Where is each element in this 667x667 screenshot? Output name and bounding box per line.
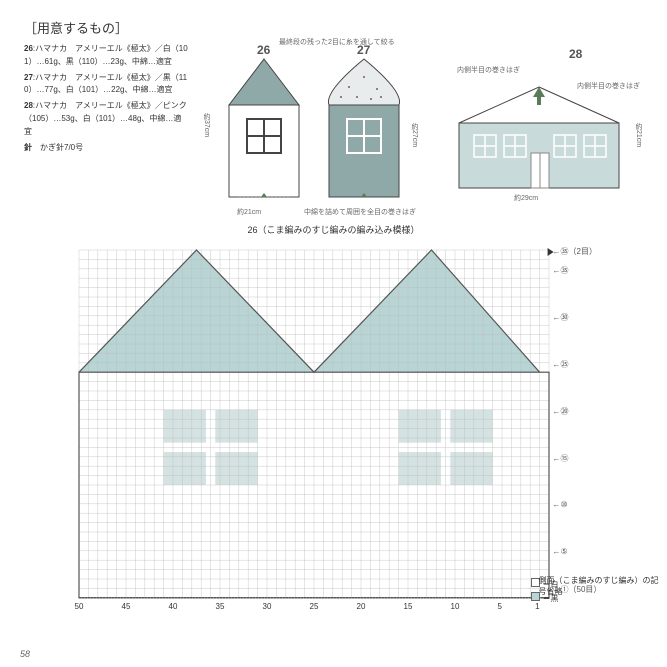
x-tick: 25 xyxy=(310,602,319,611)
y-row: ←⑤ xyxy=(553,547,568,556)
house-28-num: 28 xyxy=(569,47,582,61)
y-row: ←㉕ xyxy=(553,359,569,370)
section-header: ［用意するもの］ xyxy=(24,18,643,37)
top-row: 26:ハマナカ アメリーエル《極太》／白（101）…61g、黒（110）…23g… xyxy=(24,43,643,213)
h26-width: 約21cm xyxy=(237,207,261,217)
mat-26-num: 26 xyxy=(24,44,33,53)
mat-28-num: 28 xyxy=(24,101,33,110)
y-row: ←⑮ xyxy=(553,453,569,464)
x-tick: 5 xyxy=(498,602,502,611)
mat-27-text: ハマナカ アメリーエル《極太》／黒（110）…77g、白（101）…22g、中綿… xyxy=(24,73,187,95)
y-row: ←㉟（2目） xyxy=(553,246,597,257)
h27-note: 中綿を詰めて周囲を全目の巻きはぎ xyxy=(304,207,416,217)
y-row: ←㉟ xyxy=(553,265,569,276)
chart-title: 26（こま編みのすじ編みの編み込み模様） xyxy=(24,223,643,236)
house-28-svg xyxy=(449,83,629,203)
x-tick: 40 xyxy=(169,602,178,611)
x-tick: 10 xyxy=(451,602,460,611)
h28-width: 約29cm xyxy=(514,193,538,203)
house-diagrams: 最終段の残った2目に糸を通して絞る 26 約37cm 約21cm 27 xyxy=(209,43,643,213)
x-tick: 50 xyxy=(75,602,84,611)
h28-height: 約21cm xyxy=(633,123,643,147)
chart-grid xyxy=(49,240,579,628)
y-row: ←⑩ xyxy=(553,500,568,509)
x-tick: 30 xyxy=(263,602,272,611)
h28-note-l: 内側半目の巻きはぎ xyxy=(457,65,520,75)
x-tick: 20 xyxy=(357,602,366,611)
mat-28-text: ハマナカ アメリーエル《極太》／ピンク（105）…53g、白（101）…48g、… xyxy=(24,101,187,136)
legend-note: 側面（こま編みのすじ編み）の記号省略 xyxy=(539,575,659,597)
house-26-svg xyxy=(219,57,309,207)
mat-26-text: ハマナカ アメリーエル《極太》／白（101）…61g、黒（110）…23g、中綿… xyxy=(24,44,188,66)
h26-height: 約37cm xyxy=(201,113,211,137)
y-row: ←㉚ xyxy=(553,312,569,323)
note-top: 最終段の残った2目に糸を通して絞る xyxy=(279,37,395,47)
needle-text: かぎ針7/0号 xyxy=(40,143,83,152)
x-tick: 15 xyxy=(404,602,413,611)
mat-27-num: 27 xyxy=(24,73,33,82)
x-tick: 35 xyxy=(216,602,225,611)
h27-height: 約27cm xyxy=(409,123,419,147)
chart-wrap: 50454035302520151051 ←㉟（2目）←㉟←㉚←㉕←⑳←⑮←⑩←… xyxy=(49,240,619,600)
x-tick: 45 xyxy=(122,602,131,611)
house-27-num: 27 xyxy=(357,43,370,57)
house-26-num: 26 xyxy=(257,43,270,57)
page-number: 58 xyxy=(20,649,30,659)
house-27-svg xyxy=(319,57,409,207)
needle-label: 針 xyxy=(24,143,32,152)
y-row: ←⑳ xyxy=(553,406,569,417)
materials-list: 26:ハマナカ アメリーエル《極太》／白（101）…61g、黒（110）…23g… xyxy=(24,43,189,213)
